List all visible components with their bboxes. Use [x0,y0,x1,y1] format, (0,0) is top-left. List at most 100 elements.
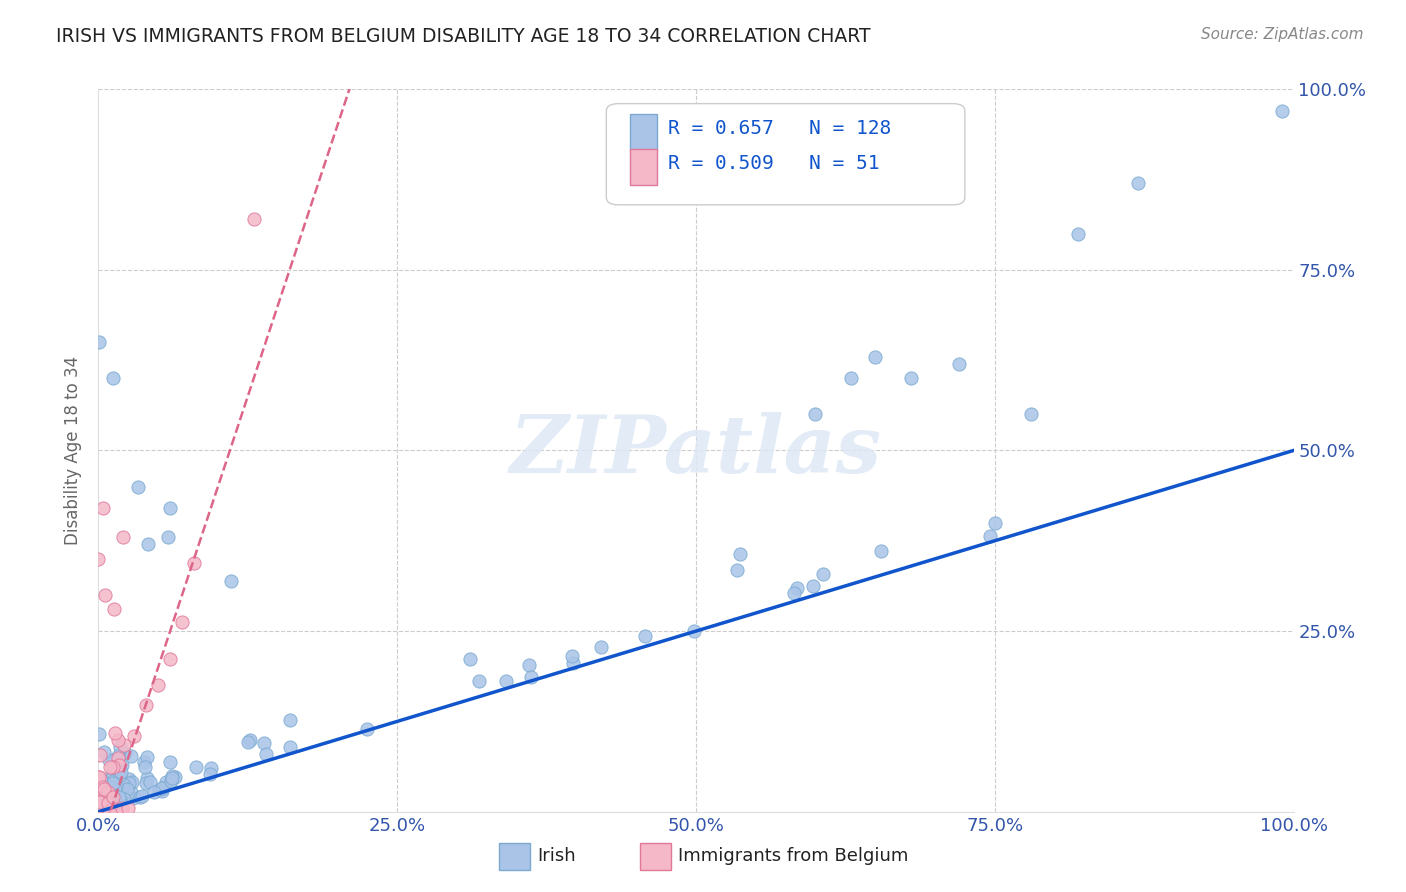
Point [139,774,162,789]
Point [562,656,585,670]
Point [157,530,180,544]
Point [101,371,124,385]
Point [110,765,132,780]
Point [107,748,129,763]
Point [134,759,156,773]
Point [163,770,186,784]
Point [110,739,132,754]
Point [186,760,208,774]
Point [520,670,543,684]
Text: ZIPatlas: ZIPatlas [510,412,882,489]
Point [117,776,139,790]
Point [150,783,173,797]
Point [519,658,541,673]
Point [87,800,110,814]
Bar [630,149,657,186]
Point [87,770,110,784]
Point [93,746,115,760]
Point [89,802,111,816]
Point [101,774,124,789]
Point [869,544,891,558]
Text: R = 0.657   N = 128: R = 0.657 N = 128 [668,120,891,138]
Point [87,801,110,815]
Point [101,753,124,767]
Point [254,747,277,761]
Point [104,782,127,797]
Point [108,768,131,782]
Text: IRISH VS IMMIGRANTS FROM BELGIUM DISABILITY AGE 18 TO 34 CORRELATION CHART: IRISH VS IMMIGRANTS FROM BELGIUM DISABIL… [56,27,870,45]
Point [101,793,124,807]
Point [89,789,111,804]
Point [143,785,166,799]
Point [100,767,122,781]
Point [100,789,122,804]
Point [87,798,110,813]
Point [91,501,114,516]
Point [1019,407,1042,421]
Point [111,801,134,815]
Point [87,791,110,805]
Point [162,769,184,783]
Point [278,739,301,754]
Point [89,802,111,816]
Point [1271,103,1294,118]
Point [89,787,111,801]
Point [91,796,114,810]
Point [104,726,127,740]
Point [87,334,110,349]
Point [96,791,118,805]
Point [200,767,222,781]
Point [91,780,114,795]
Point [87,551,110,566]
Point [94,785,117,799]
Point [127,480,149,494]
Point [90,797,112,812]
Point [110,789,132,804]
Point [155,774,177,789]
Point [136,749,159,764]
Point [97,792,120,806]
Point [148,678,170,692]
Point [105,804,128,818]
Point [91,796,114,810]
Point [94,780,117,795]
Point [221,574,243,588]
Point [87,770,110,784]
Point [159,755,181,769]
Point [111,530,134,544]
Point [239,733,262,747]
Point [112,776,135,790]
Point [87,780,110,795]
Point [93,780,115,795]
Point [148,783,170,797]
Point [150,781,173,796]
Point [98,804,121,818]
Point [87,787,110,801]
Point [90,792,112,806]
Point [87,789,110,804]
Point [589,640,612,655]
Point [120,785,142,799]
Point [93,795,115,809]
Point [89,788,111,802]
Point [135,698,157,713]
Point [97,785,120,799]
Point [93,804,115,818]
Point [120,749,142,764]
Point [97,796,120,810]
Point [121,774,143,789]
Point [93,788,115,802]
Point [107,789,129,804]
Point [979,529,1001,543]
Point [103,776,125,790]
Point [103,769,125,783]
Point [458,652,481,666]
Point [136,537,159,551]
Point [89,747,111,762]
Point [89,795,111,809]
Point [107,758,129,772]
Point [811,566,834,581]
Point [160,771,183,785]
Point [278,713,301,727]
Point [356,722,378,736]
